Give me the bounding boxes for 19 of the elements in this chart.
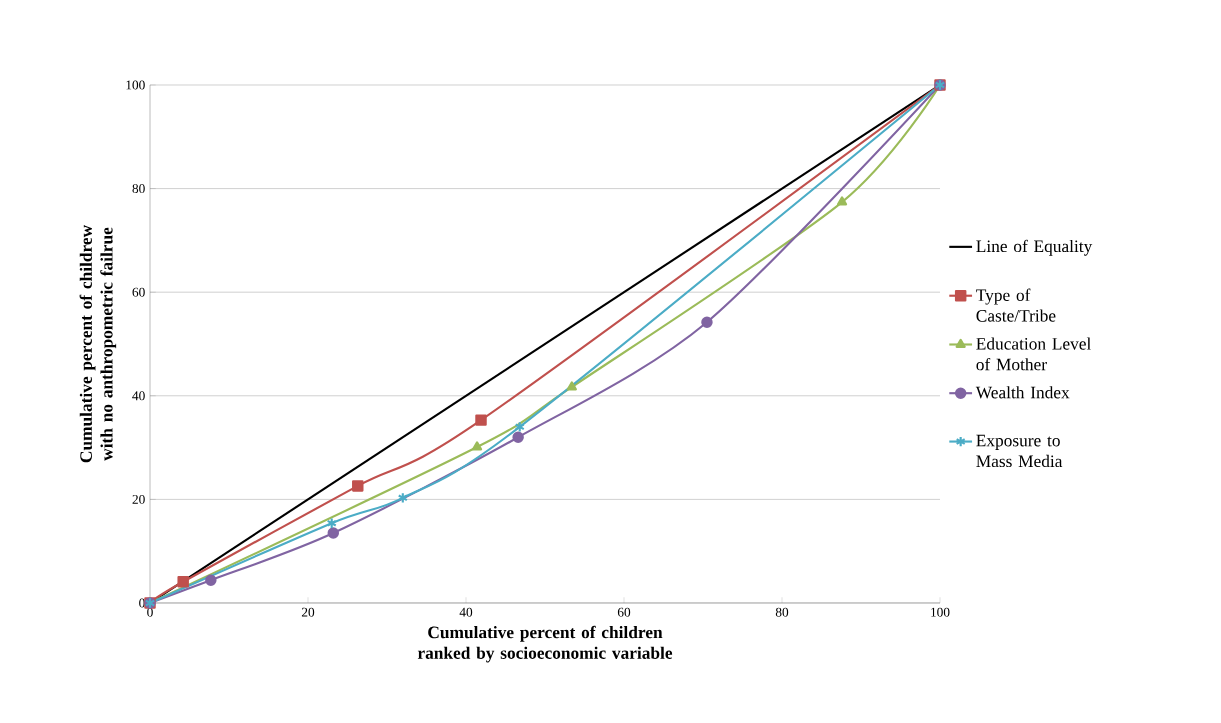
x-tick-label: 100 [931,607,950,617]
x-tick-label: 60 [617,607,631,617]
legend-label: Line of Equality [976,239,1093,256]
legend-label: Education Level of Mother [976,337,1091,371]
y-tick-label: 80 [132,184,145,194]
y-tick-label: 40 [132,391,145,401]
x-tick-label: 20 [301,607,315,617]
y-tick-label: 20 [132,494,145,504]
x-tick-label: 80 [775,607,789,617]
legend-label: Wealth Index [975,386,1070,399]
x-tick-label: 40 [459,607,473,617]
y-axis-title: Cumulative percent of childrew with no anthropometric failrue [79,225,117,463]
x-axis-title: Cumulative percent of children ranked by socioeconomic variable [417,625,673,663]
x-tick-label: 0 [147,607,153,617]
legend-label: Exposure to Mass Media [976,434,1063,468]
y-tick-label: 100 [126,80,145,90]
legend-label: Type of Caste/Tribe [976,288,1056,322]
y-tick-label: 60 [132,287,145,297]
y-tick-label: 0 [139,598,145,608]
